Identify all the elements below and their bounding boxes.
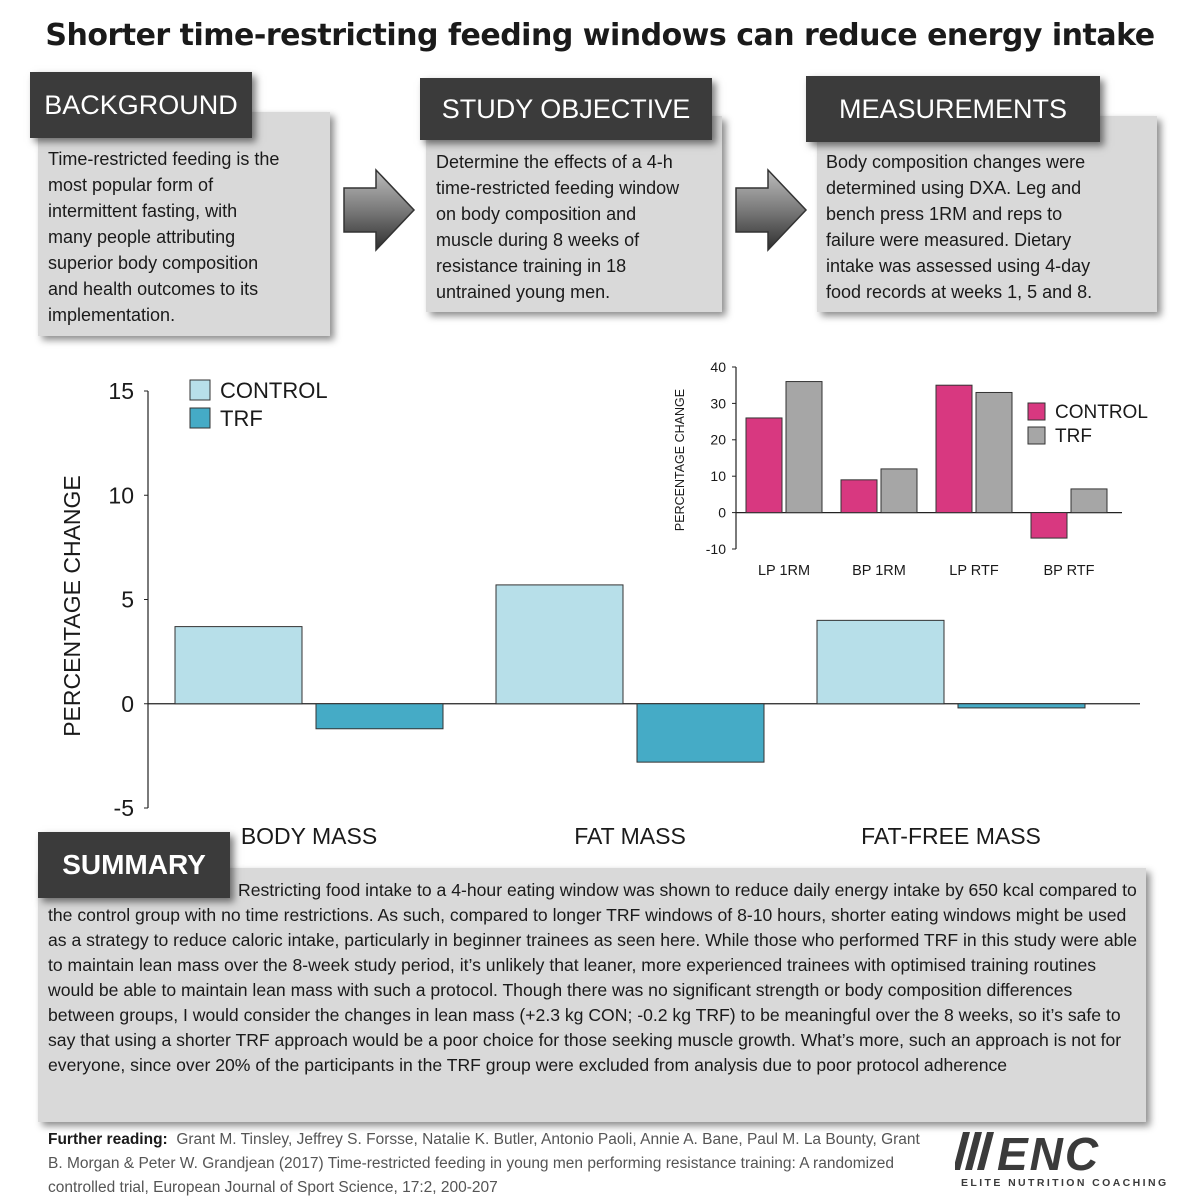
text-line: time-restricted feeding window xyxy=(436,178,680,198)
page-title: Shorter time-restricting feeding windows… xyxy=(45,18,1155,53)
text-line: on body composition and xyxy=(436,204,637,224)
text-line: intermittent fasting, with xyxy=(48,201,238,221)
text-line: Determine the effects of a 4-h xyxy=(436,152,673,172)
summary-panel xyxy=(38,868,1146,1122)
text-line: determined using DXA. Leg and xyxy=(826,178,1082,198)
text-line: food records at weeks 1, 5 and 8. xyxy=(826,282,1093,302)
x-tick-label: BP RTF xyxy=(1043,563,1094,579)
further-reading: Further reading: Grant M. Tinsley, Jeffr… xyxy=(48,1128,928,1200)
bar-trf-0 xyxy=(315,703,444,730)
bar-control-0 xyxy=(174,626,303,705)
y-tick-label: -10 xyxy=(706,541,726,557)
bar-trf-3 xyxy=(1070,488,1108,514)
legend-swatch-control xyxy=(1027,402,1046,421)
objective-tag: STUDY OBJECTIVE xyxy=(420,78,712,140)
measurements-panel xyxy=(817,116,1157,312)
text-line: implementation. xyxy=(48,305,176,325)
text-line: Body composition changes were xyxy=(826,152,1086,172)
y-tick-label: 10 xyxy=(108,482,134,508)
arrow-right-icon xyxy=(735,168,808,252)
x-tick-label: LP 1RM xyxy=(758,563,810,579)
text-line: untrained young men. xyxy=(436,282,611,302)
logo-mark: ENC xyxy=(997,1130,1100,1180)
legend-label-trf: TRF xyxy=(220,406,263,431)
further-reading-citation: Grant M. Tinsley, Jeffrey S. Forsse, Nat… xyxy=(48,1131,920,1196)
y-tick-label: 0 xyxy=(121,691,134,717)
text-line: Time-restricted feeding is the xyxy=(48,149,280,169)
y-tick-label: 5 xyxy=(121,587,134,613)
text-line: failure were measured. Dietary xyxy=(826,230,1072,250)
bar-trf-2 xyxy=(975,391,1013,514)
measurements-tag: MEASUREMENTS xyxy=(806,76,1100,142)
body-composition-chart: PERCENTAGE CHANGE 15 10 5 0 -5 BODY MASS FAT M… xyxy=(59,378,1140,849)
x-tick-label: BP 1RM xyxy=(852,563,906,579)
summary-text: Restricting food intake to a 4-hour eati… xyxy=(48,880,1138,1075)
text-line: intake was assessed using 4-day xyxy=(826,256,1091,276)
bar-trf-2 xyxy=(957,703,1086,709)
bar-trf-1 xyxy=(880,468,918,514)
inset-y-axis-label: PERCENTAGE CHANGE xyxy=(673,389,687,531)
text-line: resistance training in 18 xyxy=(436,256,627,276)
measurements-text: Body composition changes were determined… xyxy=(826,149,1156,305)
background-text: Time-restricted feeding is the most popu… xyxy=(48,146,333,328)
text-line: many people attributing xyxy=(48,227,236,247)
objective-text: Determine the effects of a 4-h time-rest… xyxy=(436,149,726,305)
text-line: superior body composition xyxy=(48,253,259,273)
background-tag: BACKGROUND xyxy=(30,72,252,138)
legend-swatch-trf xyxy=(189,407,211,429)
strength-inset-chart: PERCENTAGE CHANGE 40 30 20 10 0 -10 LP 1RM BP 1… xyxy=(673,359,1148,579)
enc-logo: ENC ELITE NUTRITION COACHING xyxy=(955,1130,1169,1189)
y-tick-label: 30 xyxy=(710,395,726,411)
bar-control-3 xyxy=(1030,512,1068,539)
y-tick-label: 40 xyxy=(710,359,726,375)
y-tick-label: -5 xyxy=(114,795,134,821)
y-tick-label: 20 xyxy=(710,432,726,448)
y-tick-label: 0 xyxy=(718,505,726,521)
legend-label-trf: TRF xyxy=(1055,426,1092,447)
further-reading-label: Further reading: xyxy=(48,1131,168,1148)
bar-control-2 xyxy=(816,619,945,705)
bar-control-2 xyxy=(935,384,973,514)
bar-control-1 xyxy=(495,584,624,705)
legend-swatch-control xyxy=(189,379,211,401)
x-tick-label: LP RTF xyxy=(949,563,999,579)
bar-trf-0 xyxy=(785,381,823,514)
legend-label-control: CONTROL xyxy=(220,378,328,403)
arrow-right-icon xyxy=(343,168,416,252)
text-line: most popular form of xyxy=(48,175,214,195)
background-panel xyxy=(38,112,330,336)
text-line: bench press 1RM and reps to xyxy=(826,204,1063,224)
text-line: and health outcomes to its xyxy=(48,279,259,299)
text-line: muscle during 8 weeks of xyxy=(436,230,640,250)
x-tick-label: FAT-FREE MASS xyxy=(861,823,1041,849)
y-tick-label: 15 xyxy=(108,378,134,404)
bar-trf-1 xyxy=(636,703,765,763)
logo-tagline: ELITE NUTRITION COACHING xyxy=(961,1177,1169,1189)
legend-swatch-trf xyxy=(1027,426,1046,445)
x-tick-label: BODY MASS xyxy=(241,823,377,849)
y-tick-label: 10 xyxy=(710,468,726,484)
objective-panel xyxy=(426,116,722,312)
bar-control-0 xyxy=(745,417,783,514)
bar-control-1 xyxy=(840,479,878,514)
legend-label-control: CONTROL xyxy=(1055,402,1148,423)
x-tick-label: FAT MASS xyxy=(574,823,686,849)
y-axis-label: PERCENTAGE CHANGE xyxy=(59,475,85,737)
summary-tag: SUMMARY xyxy=(38,832,230,898)
